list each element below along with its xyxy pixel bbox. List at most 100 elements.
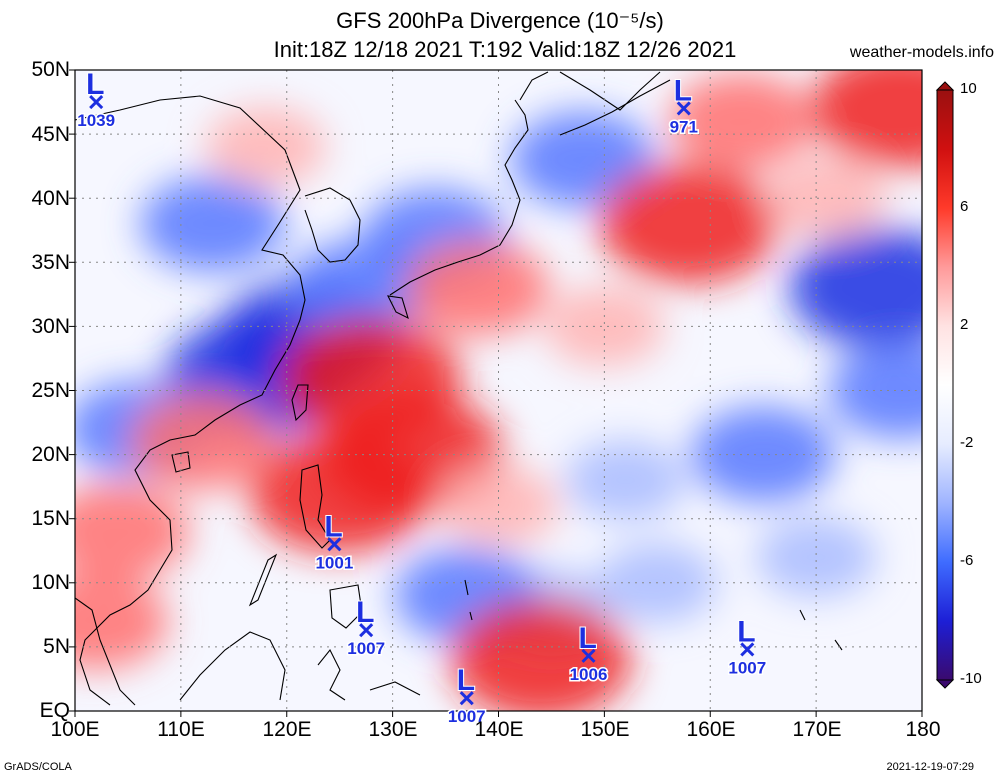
center-x-marker	[459, 691, 474, 706]
colorbar-top-cap	[935, 81, 955, 91]
colorbar-tick-label: -10	[960, 670, 982, 687]
divergence-area	[130, 393, 275, 490]
lon-label: 150E	[580, 718, 630, 741]
lat-label: 15N	[31, 507, 70, 530]
site-credit: weather-models.info	[849, 44, 994, 61]
pressure-centers: L 1039 L 971 L 1001 L 1007 L 1007 L 1006 L 1007	[76, 67, 768, 728]
coastline-malay	[75, 597, 136, 706]
center-x-marker	[740, 642, 755, 657]
low-letter: L	[737, 615, 755, 648]
axis-ticks	[69, 69, 923, 717]
coastline-marshall	[799, 609, 843, 651]
colorbar-tick-label: -6	[960, 552, 974, 569]
pressure-value: 1039	[77, 111, 115, 130]
divergence-area	[766, 158, 887, 239]
coastline-mindanao	[329, 584, 363, 629]
chart-title: GFS 200hPa Divergence (10⁻⁵/s)	[336, 8, 664, 33]
low-letter: L	[324, 510, 342, 543]
grads-credit: GrADS/COLA	[4, 761, 72, 773]
center-x-marker	[359, 623, 374, 638]
divergence-area	[405, 239, 550, 336]
colorbar-tick-label: 2	[960, 316, 969, 333]
coastline-kyushu	[387, 295, 409, 320]
pressure-value: 1007	[347, 639, 385, 658]
center-x-marker	[89, 94, 104, 110]
coastlines	[75, 71, 843, 706]
center-x-marker	[676, 101, 691, 116]
low-letter: L	[578, 622, 596, 655]
convergence-area	[756, 517, 877, 598]
lon-label: 170E	[792, 718, 842, 741]
coastline-taiwan	[291, 384, 309, 422]
pressure-value: 1001	[315, 553, 353, 572]
timestamp: 2021-12-19-07:29	[886, 761, 974, 773]
coastline-asia	[75, 95, 306, 706]
coastline-kamchatka	[559, 71, 661, 111]
colorbar	[935, 81, 955, 689]
coastline-borneo	[179, 631, 286, 701]
lon-label: 100E	[50, 718, 100, 741]
low-letter: L	[457, 664, 475, 697]
lat-label: 10N	[31, 571, 70, 594]
divergence-area	[205, 106, 326, 187]
lat-label: 30N	[31, 315, 70, 338]
divergence-area	[75, 483, 190, 580]
lon-label: 110E	[157, 718, 205, 741]
pressure-value: 1006	[570, 665, 608, 684]
chart-subtitle: Init:18Z 12/18 2021 T:192 Valid:18Z 12/2…	[273, 37, 737, 62]
divergence-field	[75, 70, 922, 711]
center-x-marker	[327, 537, 342, 552]
coastline-palawan	[248, 553, 278, 607]
convergence-area	[140, 175, 285, 272]
lon-label: 180	[905, 718, 941, 741]
low-pressure-center: L 1007	[446, 663, 487, 728]
coastline-newguinea	[369, 681, 421, 696]
lat-label: 45N	[31, 123, 70, 146]
pressure-value: 971	[670, 117, 698, 136]
lat-label: 50N	[31, 58, 70, 81]
graticule	[75, 70, 922, 711]
coastline-japan	[389, 99, 529, 296]
low-pressure-center: L 1039	[76, 67, 117, 132]
coastline-sulawesi	[317, 648, 346, 701]
coastline-marianas	[464, 579, 473, 621]
colorbar-tick-label: 6	[960, 198, 969, 215]
lat-label: 40N	[31, 187, 70, 210]
lat-label: 35N	[31, 251, 70, 274]
lat-label: 5N	[43, 635, 70, 658]
divergence-area	[599, 163, 780, 284]
lat-label: EQ	[39, 699, 70, 722]
coastline-korea	[304, 187, 361, 263]
divergence-area	[75, 573, 169, 670]
convergence-area	[789, 227, 922, 348]
convergence-area	[511, 111, 656, 208]
lat-label: 20N	[31, 443, 70, 466]
pressure-value: 1007	[728, 658, 766, 677]
coastline-sakhalin	[519, 71, 549, 101]
low-pressure-center: L 1006	[568, 621, 609, 686]
pressure-value: 1007	[448, 707, 486, 726]
center-x-marker	[581, 648, 596, 663]
convergence-area	[828, 342, 922, 439]
divergence-area	[450, 599, 631, 711]
lat-label: 25N	[31, 379, 70, 402]
colorbar-tick-label: -2	[960, 434, 974, 451]
lon-label: 120E	[262, 718, 312, 741]
coastline-kurils	[559, 79, 671, 136]
lon-label: 130E	[368, 718, 418, 741]
colorbar-bottom-cap	[935, 679, 955, 689]
low-pressure-center: L 1007	[727, 614, 768, 679]
divergence-area	[670, 73, 815, 170]
divergence-area	[544, 286, 665, 367]
low-letter: L	[674, 74, 692, 107]
convergence-area	[691, 406, 836, 503]
low-pressure-center: L 1001	[314, 509, 355, 574]
coastline-hainan	[171, 451, 191, 473]
colorbar-tick-label: 10	[960, 80, 977, 97]
low-pressure-center: L 971	[668, 73, 699, 138]
low-letter: L	[356, 596, 374, 629]
lon-label: 160E	[686, 718, 736, 741]
low-letter: L	[86, 68, 104, 101]
convergence-area	[565, 440, 686, 521]
